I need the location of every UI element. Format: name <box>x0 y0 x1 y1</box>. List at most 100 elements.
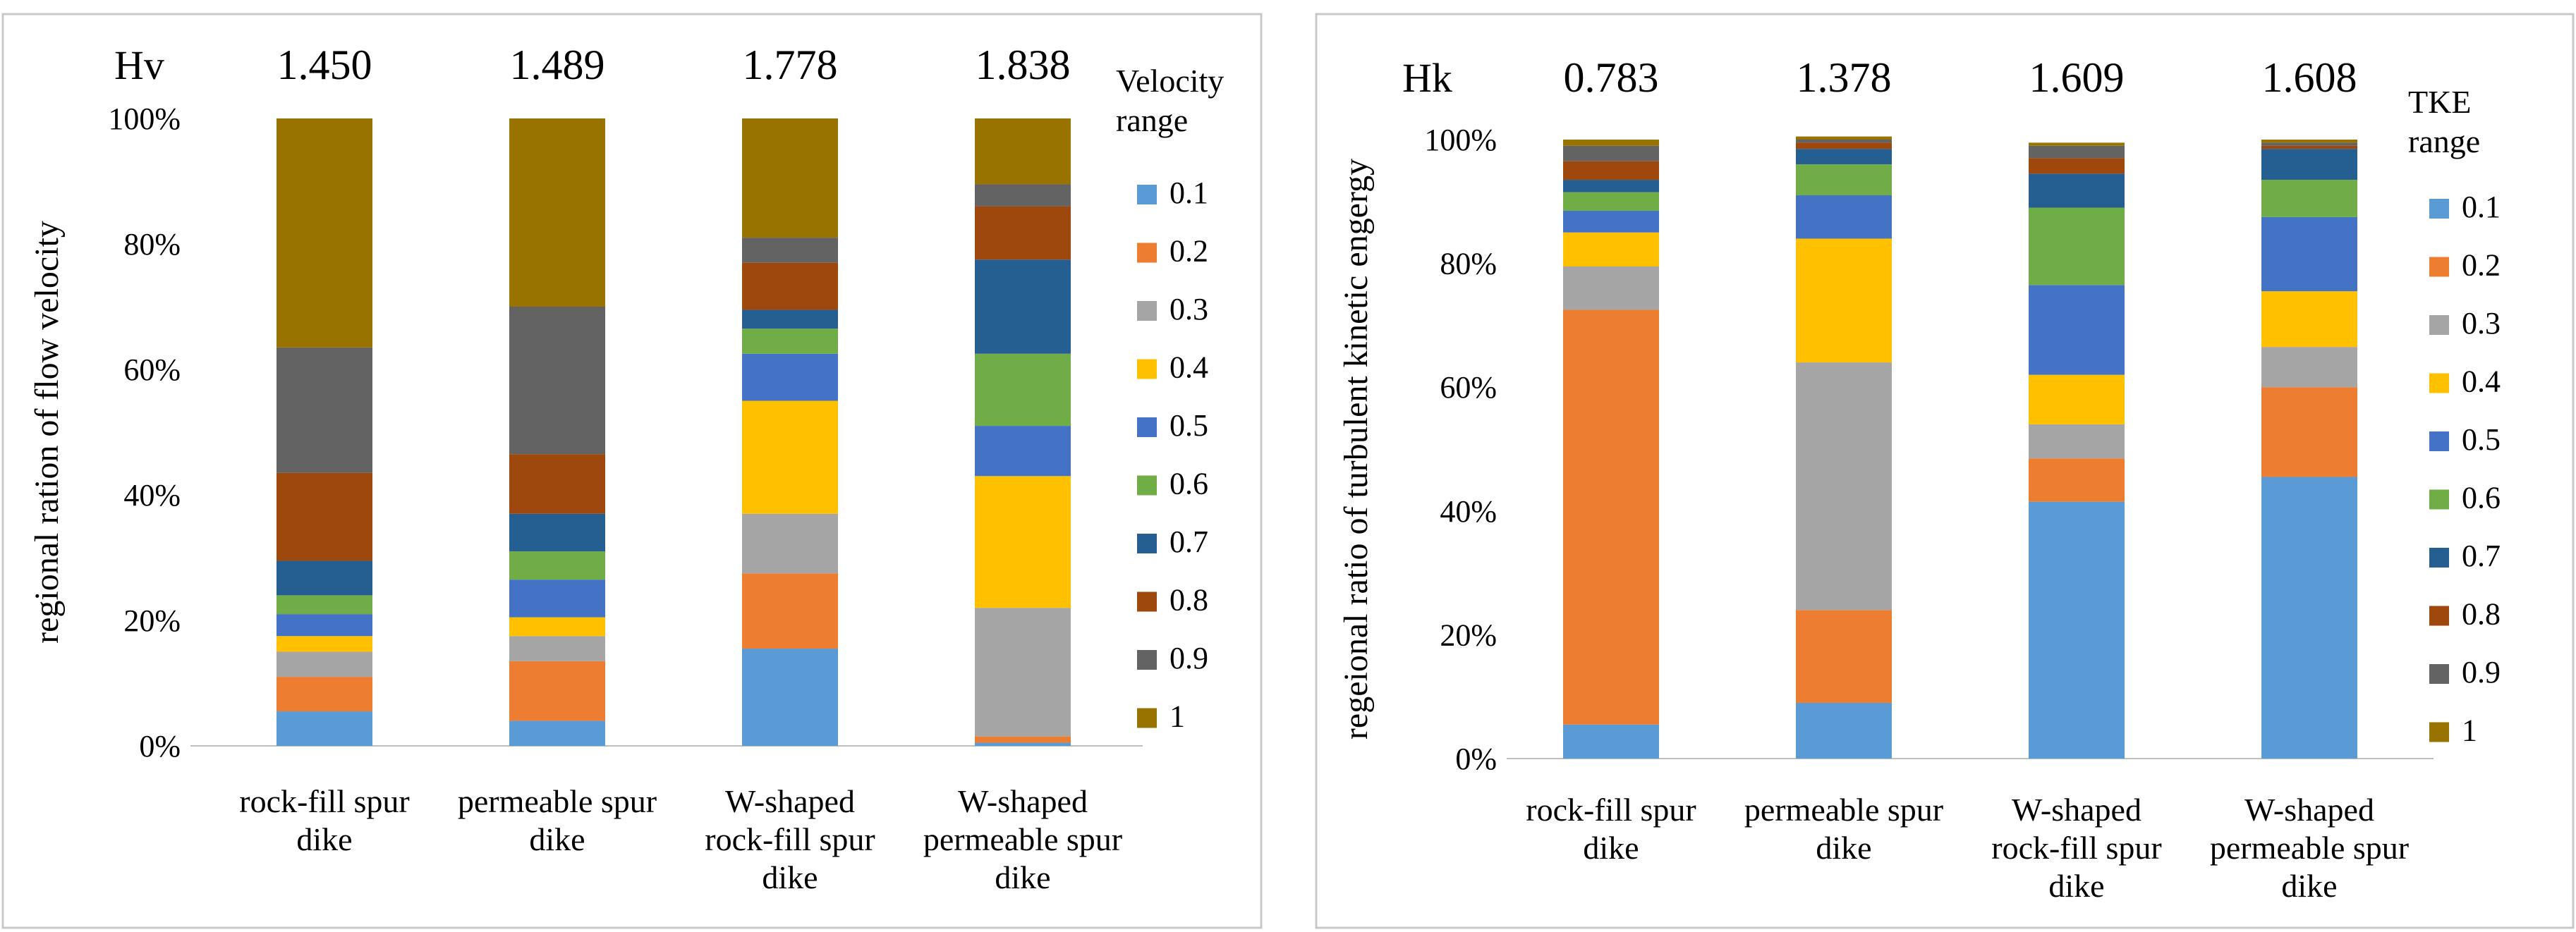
bar-segment-0-6 <box>742 329 838 354</box>
y-tick-label: 100% <box>108 102 181 136</box>
bar-segment-0-1 <box>2261 477 2357 759</box>
legend-swatch <box>2429 315 2449 335</box>
header-value: 0.783 <box>1564 54 1659 101</box>
bar-segment-0-9 <box>1563 145 1659 161</box>
y-tick-label: 60% <box>1440 370 1497 405</box>
bar-segment-0-7 <box>2261 149 2357 180</box>
bar-segment-1 <box>2261 140 2357 143</box>
bar-segment-0-1 <box>277 711 372 746</box>
legend-title: TKE range <box>2408 84 2480 159</box>
bar-segment-1 <box>509 118 605 307</box>
legend-swatch <box>1137 417 1157 437</box>
legend-title: Velocity range <box>1116 63 1224 138</box>
header-label: Hk <box>1402 55 1452 101</box>
bar-segment-1 <box>975 118 1071 185</box>
bar-segment-1 <box>2029 142 2125 146</box>
bar-segment-0-3 <box>742 513 838 574</box>
legend-swatch <box>2429 722 2449 742</box>
bar-segment-0-3 <box>2029 424 2125 459</box>
legend-swatch <box>1137 650 1157 670</box>
bar-segment-0-2 <box>2261 387 2357 477</box>
x-tick-label: W-shaped rock-fill spur dike <box>705 783 875 895</box>
bar-segment-0-7 <box>742 309 838 329</box>
legend-swatch <box>1137 475 1157 496</box>
header-value: 1.608 <box>2262 54 2357 101</box>
y-tick-label: 40% <box>1440 494 1497 529</box>
y-tick-label: 80% <box>123 227 181 262</box>
bar-segment-1 <box>1796 136 1892 140</box>
bar-segment-0-9 <box>975 184 1071 207</box>
x-tick-label: W-shaped rock-fill spur dike <box>1991 792 2161 904</box>
bar-segment-1 <box>277 118 372 348</box>
header-value: 1.838 <box>976 42 1071 88</box>
x-tick-label: W-shaped permeable spur dike <box>923 783 1122 895</box>
bar-segment-0-6 <box>2261 180 2357 217</box>
bar-segment-0-5 <box>975 426 1071 477</box>
bar-segment-0-5 <box>509 580 605 618</box>
legend-label: 0.7 <box>1169 525 1208 559</box>
header-value: 1.778 <box>743 42 838 88</box>
bar-segment-0-6 <box>1563 192 1659 211</box>
bar-segment-0-3 <box>277 651 372 677</box>
legend-label: 0.3 <box>1169 292 1208 326</box>
bar-segment-0-9 <box>509 307 605 455</box>
bar-segment-0-5 <box>277 614 372 637</box>
y-tick-label: 20% <box>123 603 181 638</box>
bar-segment-0-3 <box>2261 347 2357 388</box>
bar-segment-0-2 <box>1563 309 1659 725</box>
legend-label: 0.8 <box>1169 583 1208 618</box>
header-value: 1.609 <box>2029 54 2125 101</box>
bar-segment-0-7 <box>2029 173 2125 208</box>
bar-segment-0-6 <box>2029 207 2125 286</box>
legend-label: 1 <box>1169 699 1185 734</box>
bar-segment-0-7 <box>277 560 372 596</box>
bar-segment-0-3 <box>509 636 605 661</box>
bar-segment-0-5 <box>2261 216 2357 292</box>
bar-segment-0-1 <box>1563 724 1659 759</box>
legend-swatch <box>1137 185 1157 204</box>
legend-label: 0.6 <box>2462 481 2501 515</box>
y-tick-label: 0% <box>139 729 181 764</box>
legend-label: 0.6 <box>1169 467 1208 501</box>
legend-swatch <box>2429 431 2449 451</box>
bar-segment-0-8 <box>742 262 838 310</box>
bar-segment-0-6 <box>509 551 605 580</box>
bar-segment-0-7 <box>1563 180 1659 192</box>
legend-label: 0.2 <box>1169 234 1208 269</box>
legend-swatch <box>2429 606 2449 626</box>
legend-label: 0.4 <box>1169 350 1208 385</box>
bar-segment-0-2 <box>2029 458 2125 502</box>
x-tick-label: rock-fill spur dike <box>239 783 409 857</box>
y-tick-label: 100% <box>1424 123 1497 157</box>
bar-segment-0-8 <box>509 454 605 514</box>
legend-label: 0.1 <box>1169 176 1208 210</box>
bar-segment-0-9 <box>277 347 372 473</box>
bar-segment-0-8 <box>277 472 372 561</box>
bar-segment-0-2 <box>1796 610 1892 703</box>
bar-segment-0-5 <box>1796 195 1892 239</box>
bar-segment-0-2 <box>277 677 372 712</box>
velocity-chart: 0% 20% 40% 60% 80% 100% regional ration of flo… <box>28 42 1224 895</box>
x-tick-label: permeable spur dike <box>458 783 657 857</box>
y-tick-label: 80% <box>1440 247 1497 281</box>
legend-swatch <box>1137 301 1157 321</box>
legend-swatch <box>1137 534 1157 553</box>
bar-segment-0-7 <box>509 513 605 552</box>
bar-segment-0-3 <box>1563 266 1659 310</box>
bar-segment-0-2 <box>975 736 1071 743</box>
right-panel-frame <box>1315 13 2575 929</box>
legend-swatch <box>1137 591 1157 612</box>
legend-label: 0.9 <box>2462 655 2501 689</box>
bar-segment-0-2 <box>509 661 605 721</box>
bar-segment-0-8 <box>975 206 1071 260</box>
header-value: 1.450 <box>277 42 372 88</box>
bar-segment-0-1 <box>742 649 838 746</box>
legend-swatch <box>2429 664 2449 684</box>
bar-segment-0-8 <box>2261 145 2357 149</box>
header-label: Hv <box>114 42 164 88</box>
legend-label: 0.3 <box>2462 306 2501 341</box>
bar-segment-0-8 <box>1796 142 1892 149</box>
legend-label: 0.1 <box>2462 190 2501 224</box>
bar-segment-0-1 <box>975 742 1071 746</box>
